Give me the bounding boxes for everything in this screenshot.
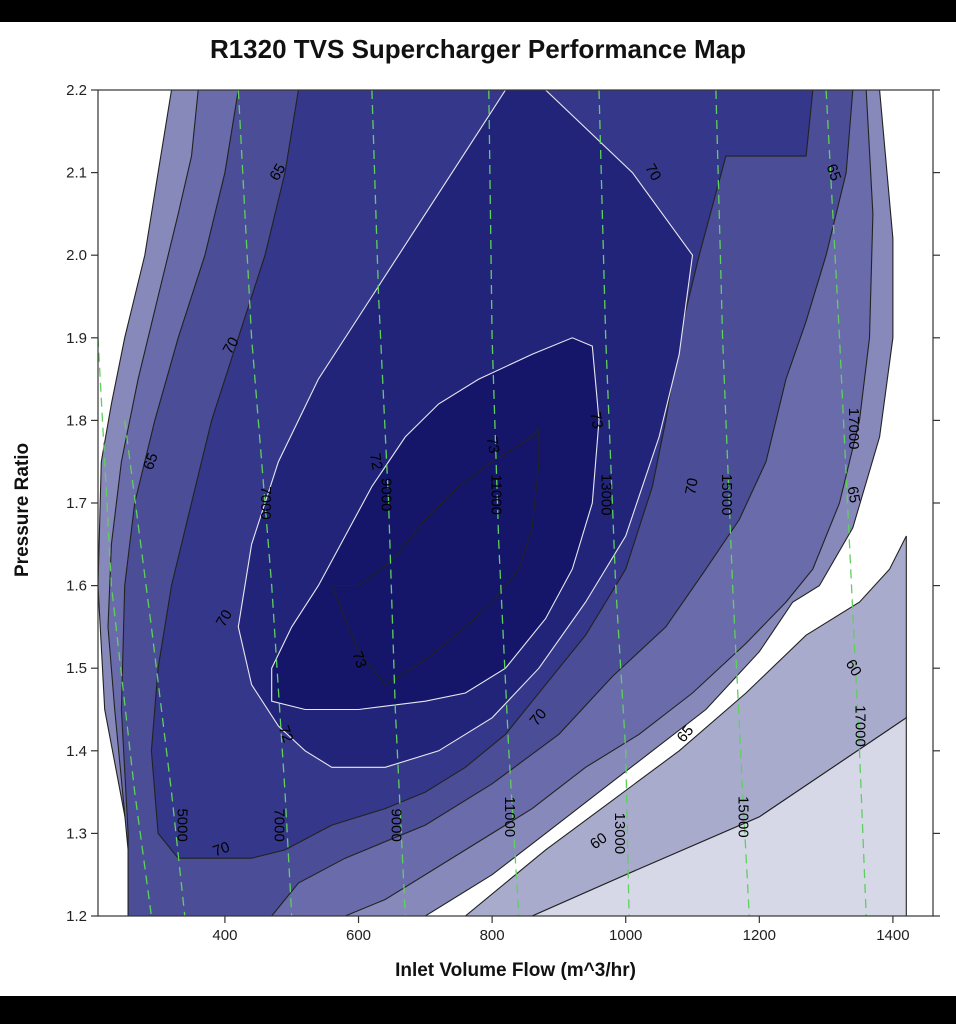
contour-label-1: 70 [641, 161, 664, 184]
x-tick-label: 1400 [876, 927, 909, 944]
contour-label-17: 73 [348, 649, 370, 670]
contour-label-14: 15000 [718, 474, 735, 516]
contour-label-10: 73 [483, 435, 503, 454]
contour-label-15: 65 [844, 485, 864, 504]
contour-label-18: 60 [842, 656, 865, 679]
contour-label-23: 5000 [174, 808, 191, 841]
speed-line-7000 [237, 90, 293, 916]
contour-plot: 65 70 65 70 73 17000 65 7000 72 9000 73 11000 13000 7… [66, 82, 940, 944]
speed-line-9000 [371, 90, 406, 916]
contour-label-7: 7000 [257, 486, 274, 519]
y-tick-label: 1.3 [66, 825, 87, 842]
contour-label-0: 65 [266, 161, 289, 184]
x-tick-label: 800 [480, 927, 505, 944]
speed-line-5000 [124, 420, 186, 916]
contour-label-2: 65 [822, 162, 844, 183]
contour-label-8: 72 [366, 452, 386, 471]
contour-label-16: 70 [213, 607, 236, 630]
y-tick-label: 2.0 [66, 247, 87, 264]
x-tick-label: 1000 [609, 927, 642, 944]
contour-label-24: 7000 [270, 808, 287, 841]
y-tick-label: 2.1 [66, 165, 87, 182]
efficiency-band-8 [330, 427, 540, 686]
contour-label-3: 70 [220, 334, 243, 357]
y-tick-label: 1.2 [66, 908, 87, 925]
contour-label-12: 13000 [598, 474, 615, 516]
x-tick-label: 1200 [743, 927, 776, 944]
contour-label-25: 9000 [387, 808, 404, 841]
contour-label-11: 11000 [487, 474, 504, 515]
chart-frame: R1320 TVS Supercharger Performance Map 6… [0, 22, 956, 996]
y-tick-label: 1.8 [66, 412, 87, 429]
speed-line-13000 [598, 90, 630, 916]
contour-label-28: 15000 [735, 796, 752, 838]
y-tick-label: 2.2 [66, 82, 87, 99]
y-tick-label: 1.4 [66, 743, 87, 760]
speed-line-17000 [825, 90, 867, 916]
contour-label-13: 70 [682, 477, 702, 496]
speed-line-extra [98, 337, 153, 916]
contour-label-26: 11000 [501, 797, 518, 838]
contour-label-21: 17000 [852, 705, 869, 747]
y-axis-label: Pressure Ratio [12, 442, 33, 577]
x-tick-label: 600 [346, 927, 371, 944]
efficiency-band-7 [531, 716, 907, 916]
contour-label-4: 73 [586, 411, 606, 430]
y-tick-label: 1.6 [66, 578, 87, 595]
contour-label-22: 72 [275, 723, 297, 744]
y-tick-label: 1.9 [66, 330, 87, 347]
y-tick-label: 1.7 [66, 495, 87, 512]
y-tick-label: 1.5 [66, 660, 87, 677]
x-tick-label: 400 [212, 927, 237, 944]
contour-label-30: 60 [587, 829, 610, 852]
plot-area: 65 70 65 70 73 17000 65 7000 72 9000 73 11000 13000 7… [98, 90, 933, 916]
contour-label-27: 13000 [611, 813, 628, 855]
contour-label-29: 70 [211, 839, 232, 861]
speed-line-15000 [715, 90, 750, 916]
x-axis-label: Inlet Volume Flow (m^3/hr) [395, 960, 636, 981]
contour-label-5: 17000 [845, 408, 862, 450]
contour-label-9: 9000 [377, 478, 394, 511]
speed-line-11000 [488, 90, 520, 916]
contour-label-6: 65 [140, 451, 162, 472]
chart-title: R1320 TVS Supercharger Performance Map [209, 34, 747, 64]
